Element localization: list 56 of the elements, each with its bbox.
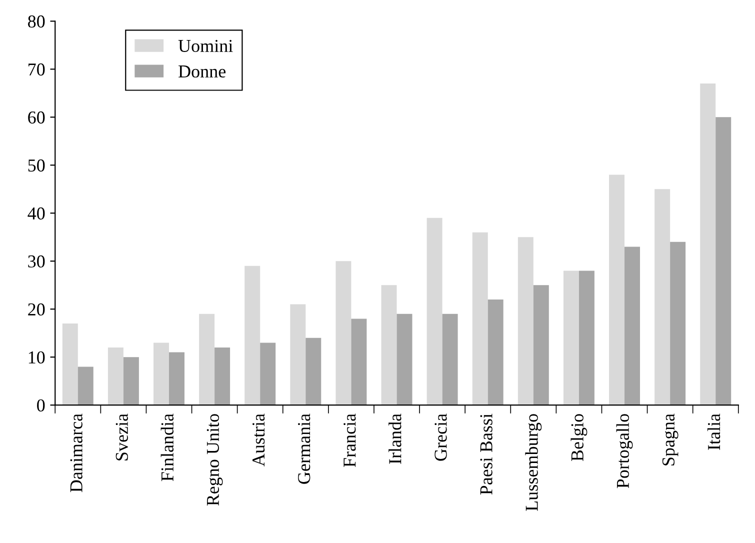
- bar: [472, 232, 488, 406]
- bar: [716, 117, 732, 406]
- x-tick-label: Germania: [298, 414, 310, 484]
- bar: [578, 270, 594, 406]
- x-tick-label: Svezia: [116, 414, 128, 460]
- bar: [396, 314, 412, 406]
- bar: [426, 218, 442, 406]
- y-tick-label: 70: [28, 63, 45, 76]
- bar: [442, 314, 458, 406]
- y-tick-label: 50: [28, 159, 45, 172]
- bar: [670, 242, 686, 406]
- x-tick-label: Spagna: [662, 414, 678, 466]
- bar: [290, 304, 306, 406]
- bar: [244, 266, 260, 406]
- x-tick-label: Italia: [707, 414, 720, 450]
- x-tick-label: Paesi Bassi: [480, 414, 492, 495]
- bar: [306, 338, 322, 406]
- bar: [351, 318, 367, 406]
- y-tick-label: 40: [28, 207, 45, 220]
- x-tick-label: Portogallo: [616, 414, 633, 488]
- y-tick-label: 10: [28, 351, 45, 364]
- legend-label: Uomini: [178, 40, 233, 52]
- bar: [654, 189, 670, 406]
- bar: [62, 324, 78, 406]
- bar: [700, 84, 716, 406]
- bar: [563, 270, 579, 406]
- y-tick-label: 30: [28, 255, 45, 268]
- bar: [78, 366, 94, 406]
- x-tick-label: Belgio: [570, 414, 588, 462]
- x-tick-label: Francia: [344, 414, 356, 468]
- x-tick-label: Regno Unito: [206, 414, 223, 506]
- y-tick-label: 0: [37, 399, 45, 412]
- bar: [609, 174, 625, 406]
- x-tick-label: Grecia: [434, 414, 447, 461]
- bar: [168, 352, 184, 406]
- x-tick-label: Irlanda: [388, 414, 402, 464]
- bar: [123, 357, 139, 406]
- y-tick-label: 80: [28, 15, 45, 28]
- legend-label: Donne: [178, 66, 226, 78]
- bar: [336, 261, 352, 406]
- y-tick-label: 60: [28, 111, 45, 124]
- bar: [214, 347, 230, 406]
- bar: [488, 300, 504, 406]
- bar: [624, 246, 640, 406]
- bar: [199, 314, 215, 406]
- x-tick-label: Austria: [252, 414, 265, 466]
- y-tick-label: 20: [28, 303, 45, 316]
- x-tick-label: Lussemburgo: [525, 414, 542, 511]
- bar: [533, 285, 549, 406]
- bar: [154, 342, 169, 406]
- x-tick-label: Danimarca: [70, 414, 82, 492]
- bar: [381, 285, 397, 406]
- bar: [260, 342, 276, 406]
- x-tick-label: Finlandia: [160, 414, 174, 482]
- bar: [108, 347, 124, 406]
- bar: [518, 237, 534, 406]
